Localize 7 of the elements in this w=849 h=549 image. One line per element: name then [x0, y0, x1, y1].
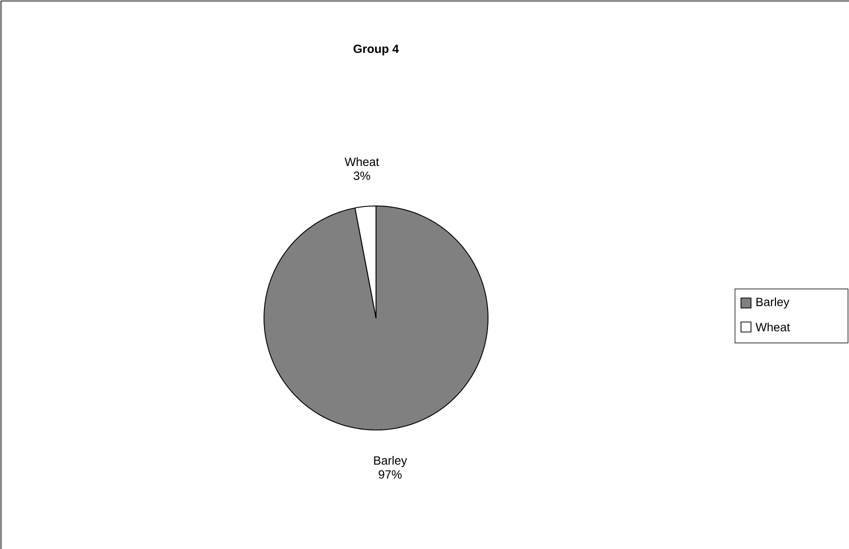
slice-label: Wheat	[344, 157, 380, 166]
data-label: 3%	[354, 172, 370, 180]
chart-title: Group 4	[354, 44, 399, 56]
legend-label: Wheat	[756, 322, 790, 332]
data-label: 97%	[378, 470, 402, 479]
legend-label: Barley	[756, 297, 790, 309]
slice-label: Barley	[374, 456, 408, 468]
